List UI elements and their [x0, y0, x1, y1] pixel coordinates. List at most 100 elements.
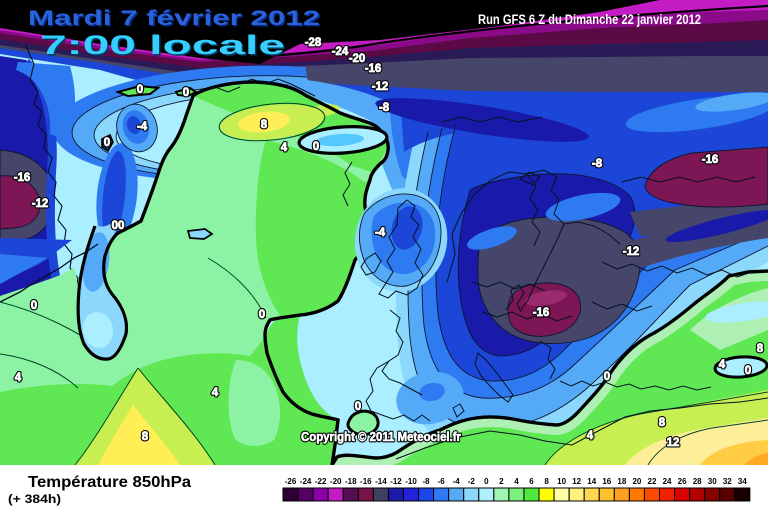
svg-text:2: 2: [499, 477, 504, 486]
svg-text:-10: -10: [405, 477, 417, 486]
svg-text:0: 0: [604, 371, 610, 383]
svg-text:16: 16: [602, 477, 611, 486]
svg-text:12: 12: [667, 437, 680, 449]
svg-text:26: 26: [678, 477, 687, 486]
svg-text:-20: -20: [349, 53, 366, 65]
svg-text:8: 8: [261, 119, 268, 131]
svg-text:4: 4: [212, 387, 219, 399]
svg-text:8: 8: [659, 417, 666, 429]
svg-text:20: 20: [632, 477, 641, 486]
svg-text:-8: -8: [592, 158, 603, 170]
svg-text:22: 22: [648, 477, 657, 486]
svg-text:-12: -12: [372, 81, 389, 93]
svg-text:-26: -26: [285, 477, 297, 486]
svg-text:0: 0: [137, 84, 143, 96]
svg-text:4: 4: [15, 372, 22, 384]
svg-text:-4: -4: [375, 227, 386, 239]
svg-text:8: 8: [261, 119, 268, 131]
svg-text:-4: -4: [453, 477, 461, 486]
svg-text:4: 4: [212, 387, 219, 399]
svg-text:0: 0: [745, 365, 751, 377]
svg-text:4: 4: [281, 142, 288, 154]
svg-text:-16: -16: [533, 307, 550, 319]
svg-text:-12: -12: [32, 198, 49, 210]
svg-text:-8: -8: [423, 477, 431, 486]
svg-text:-6: -6: [438, 477, 446, 486]
svg-text:-2: -2: [468, 477, 476, 486]
svg-text:30: 30: [708, 477, 717, 486]
svg-text:-28: -28: [305, 37, 322, 49]
svg-text:-4: -4: [137, 121, 148, 133]
svg-text:-16: -16: [533, 307, 550, 319]
svg-text:Copyright © 2011 Meteociel.fr: Copyright © 2011 Meteociel.fr: [301, 430, 461, 444]
svg-text:-16: -16: [360, 477, 372, 486]
svg-text:0: 0: [745, 365, 751, 377]
svg-text:-4: -4: [137, 121, 148, 133]
svg-text:-16: -16: [365, 63, 382, 75]
svg-text:-12: -12: [623, 246, 640, 258]
svg-text:-22: -22: [315, 477, 327, 486]
svg-text:8: 8: [142, 431, 149, 443]
svg-text:-16: -16: [14, 172, 31, 184]
svg-text:12: 12: [572, 477, 581, 486]
svg-text:00: 00: [112, 220, 125, 232]
svg-text:0: 0: [355, 401, 361, 413]
svg-text:0: 0: [313, 141, 319, 153]
svg-text:24: 24: [663, 477, 672, 486]
svg-text:Copyright © 2011 Meteociel.fr: Copyright © 2011 Meteociel.fr: [301, 430, 461, 444]
svg-text:8: 8: [757, 343, 764, 355]
svg-text:Température 850hPa: Température 850hPa: [28, 474, 191, 491]
svg-text:4: 4: [719, 359, 726, 371]
svg-text:18: 18: [617, 477, 626, 486]
svg-text:-24: -24: [332, 46, 349, 58]
svg-text:-8: -8: [379, 102, 390, 114]
svg-text:-20: -20: [349, 53, 366, 65]
svg-text:4: 4: [719, 359, 726, 371]
svg-text:4: 4: [15, 372, 22, 384]
svg-text:34: 34: [738, 477, 747, 486]
svg-text:0: 0: [183, 87, 189, 99]
svg-text:0: 0: [31, 300, 37, 312]
svg-text:7:00 locale: 7:00 locale: [40, 30, 285, 60]
svg-text:0: 0: [259, 309, 265, 321]
svg-text:-8: -8: [592, 158, 603, 170]
svg-text:0: 0: [259, 309, 265, 321]
svg-text:0: 0: [137, 84, 143, 96]
svg-text:7:00 locale: 7:00 locale: [42, 32, 287, 62]
svg-text:6: 6: [529, 477, 534, 486]
svg-text:12: 12: [667, 437, 680, 449]
svg-text:14: 14: [587, 477, 596, 486]
svg-text:4: 4: [281, 142, 288, 154]
svg-text:0: 0: [484, 477, 489, 486]
svg-text:Run GFS 6 Z du Dimanche 22 jan: Run GFS 6 Z du Dimanche 22 janvier 2012: [478, 12, 701, 27]
svg-text:-16: -16: [365, 63, 382, 75]
svg-text:-14: -14: [375, 477, 387, 486]
svg-text:-16: -16: [702, 154, 719, 166]
svg-text:10: 10: [557, 477, 566, 486]
svg-text:0: 0: [355, 401, 361, 413]
svg-text:-12: -12: [623, 246, 640, 258]
svg-text:-12: -12: [32, 198, 49, 210]
svg-text:0: 0: [183, 87, 189, 99]
svg-text:8: 8: [544, 477, 549, 486]
svg-text:Mardi 7 février 2012: Mardi 7 février 2012: [30, 9, 322, 32]
svg-text:-24: -24: [300, 477, 312, 486]
svg-text:-18: -18: [345, 477, 357, 486]
svg-text:-8: -8: [379, 102, 390, 114]
svg-text:4: 4: [587, 430, 594, 442]
svg-text:4: 4: [587, 430, 594, 442]
svg-text:-16: -16: [702, 154, 719, 166]
svg-text:-20: -20: [330, 477, 342, 486]
svg-text:0: 0: [604, 371, 610, 383]
svg-text:8: 8: [142, 431, 149, 443]
svg-text:-4: -4: [375, 227, 386, 239]
svg-text:8: 8: [757, 343, 764, 355]
svg-text:-12: -12: [372, 81, 389, 93]
svg-text:0: 0: [104, 137, 110, 149]
svg-text:00: 00: [112, 220, 125, 232]
svg-text:(+ 384h): (+ 384h): [8, 494, 61, 506]
svg-text:0: 0: [313, 141, 319, 153]
svg-text:28: 28: [693, 477, 702, 486]
svg-text:-12: -12: [390, 477, 402, 486]
svg-text:Mardi 7 février 2012: Mardi 7 février 2012: [28, 7, 320, 30]
